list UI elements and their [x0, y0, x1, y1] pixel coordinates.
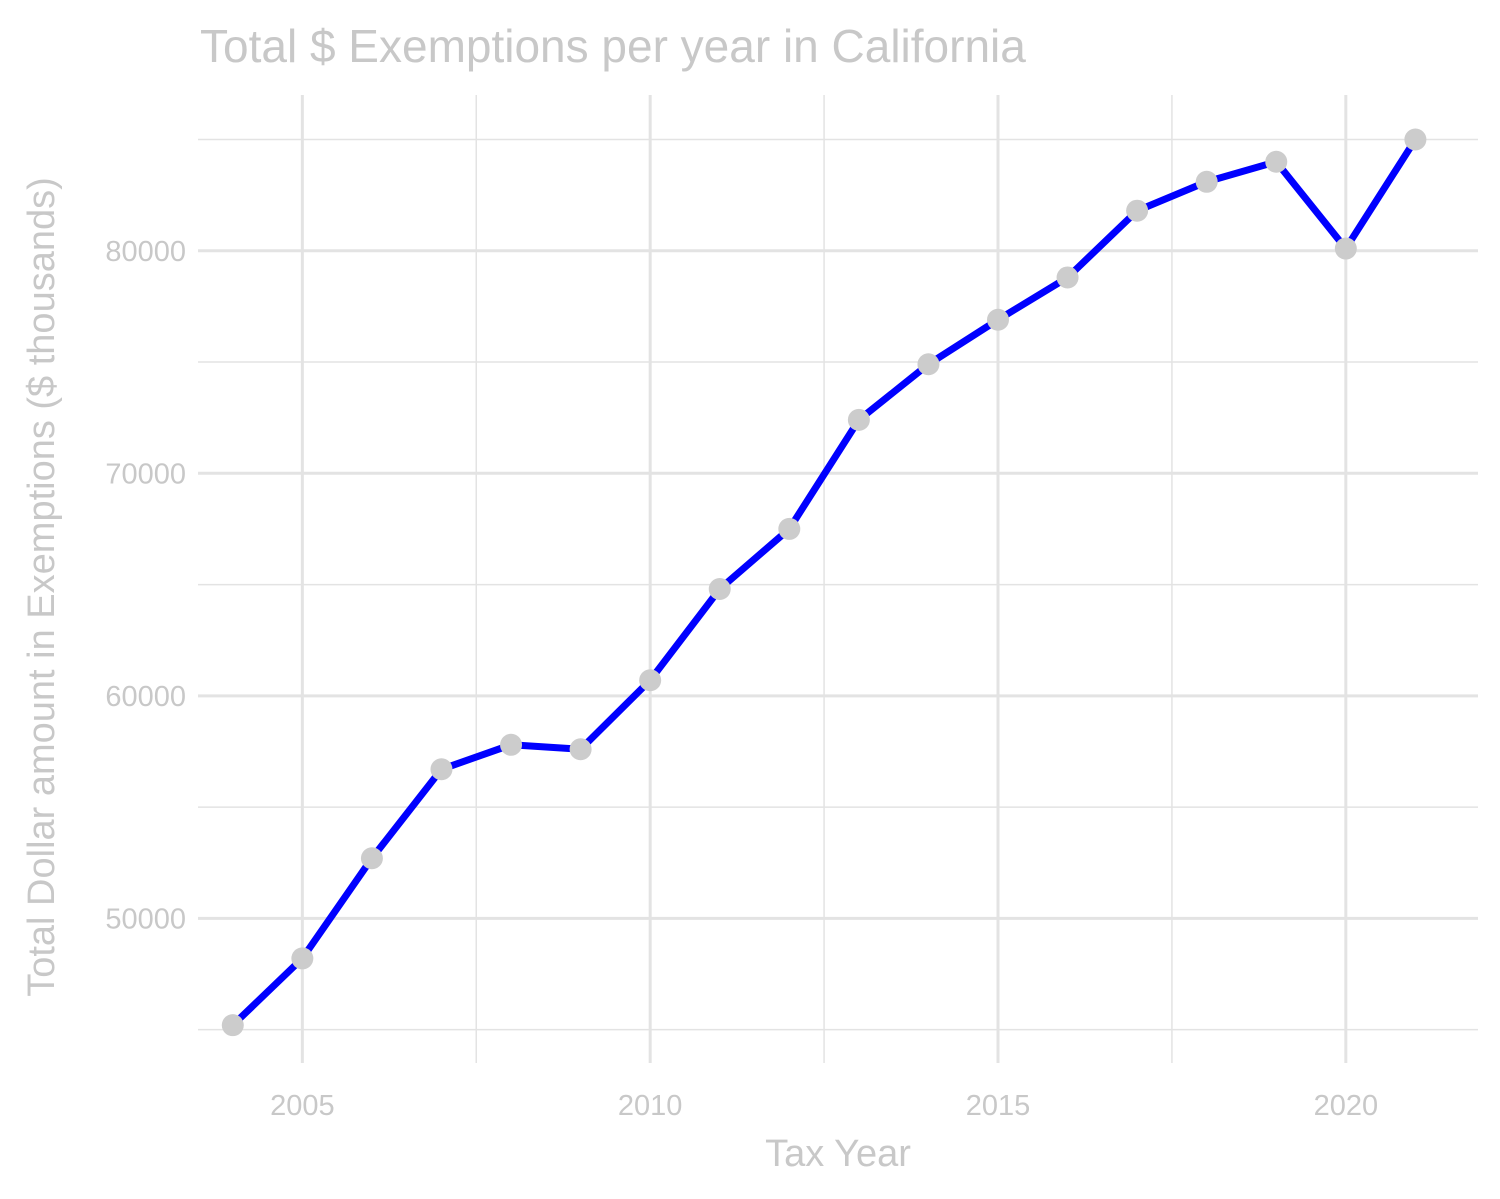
data-point — [1265, 150, 1288, 173]
y-tick-label: 50000 — [105, 903, 186, 935]
data-point — [221, 1014, 244, 1037]
chart-title: Total $ Exemptions per year in Californi… — [200, 20, 1026, 72]
y-tick-label: 60000 — [105, 681, 186, 713]
x-tick-label: 2005 — [270, 1090, 335, 1122]
data-point — [430, 758, 453, 781]
data-point — [847, 408, 870, 431]
data-point — [708, 578, 731, 601]
data-point — [639, 669, 662, 692]
data-point — [360, 847, 383, 870]
data-point — [778, 517, 801, 540]
tick-labels: 2005 2010 2015 2020 50000 60000 70000 80000 — [105, 236, 1378, 1122]
data-point — [569, 738, 592, 761]
data-point — [1334, 237, 1357, 260]
data-point — [1056, 266, 1079, 289]
data-point — [1195, 170, 1218, 193]
x-tick-label: 2015 — [966, 1090, 1031, 1122]
data-point — [1126, 199, 1149, 222]
data-point — [987, 308, 1009, 331]
major-gridlines — [198, 95, 1478, 1063]
x-axis-title: Tax Year — [765, 1133, 911, 1175]
x-tick-label: 2020 — [1314, 1090, 1379, 1122]
x-tick-label: 2010 — [618, 1090, 683, 1122]
data-point — [500, 733, 523, 756]
data-point — [917, 353, 940, 376]
y-tick-label: 80000 — [105, 236, 186, 268]
series-line — [229, 136, 1419, 1029]
y-tick-label: 70000 — [105, 458, 186, 490]
data-point — [1404, 128, 1427, 151]
series-layer — [221, 128, 1427, 1037]
y-axis-title: Total Dollar amount in Exemptions ($ tho… — [21, 177, 63, 997]
data-point — [291, 947, 314, 970]
